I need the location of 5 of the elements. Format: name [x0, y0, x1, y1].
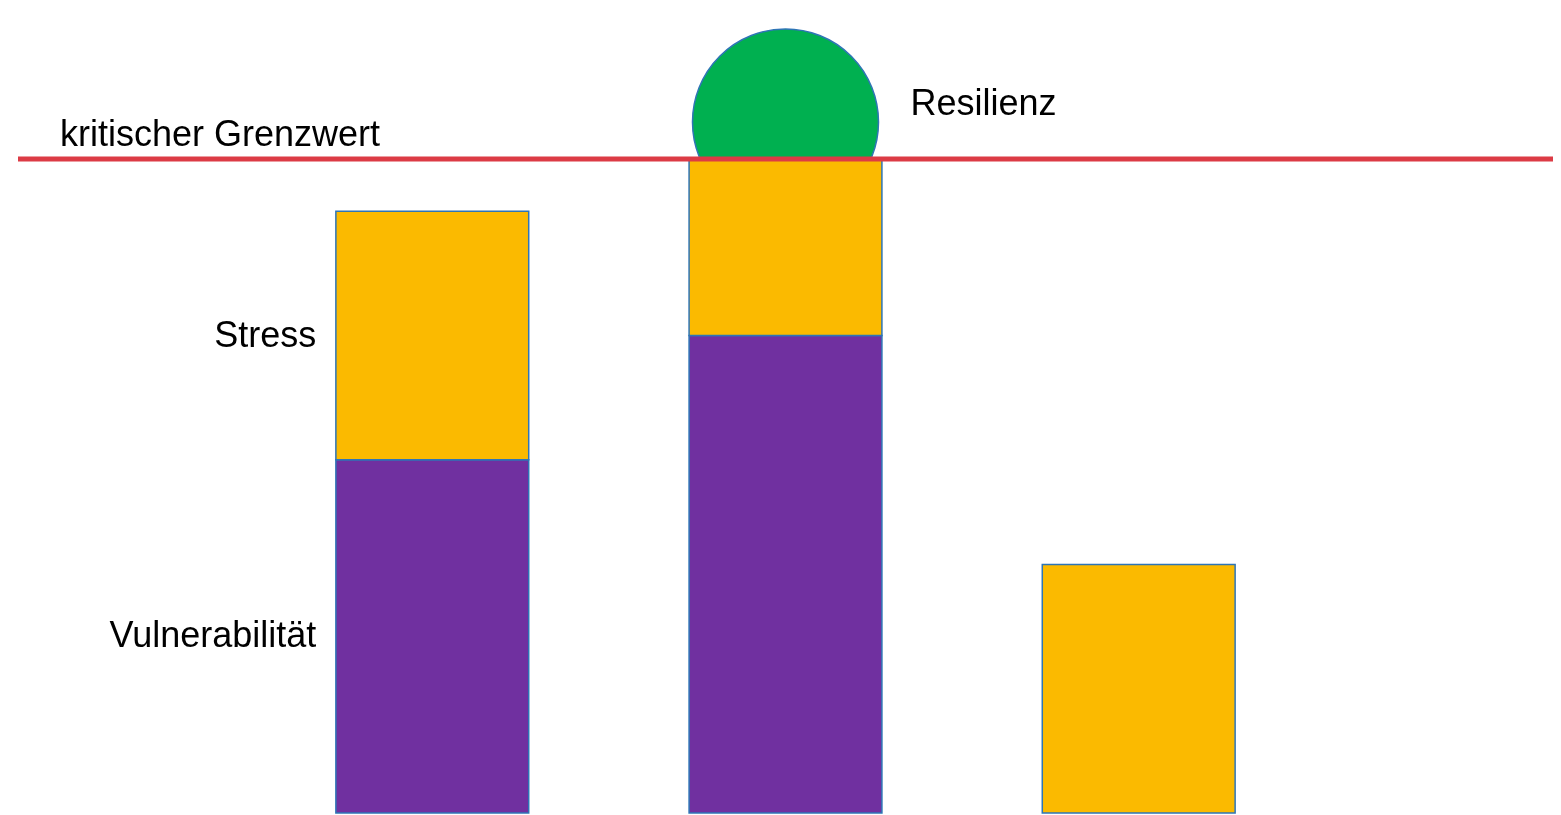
bar — [1041, 563, 1236, 814]
series-label: Vulnerabilität — [109, 614, 317, 656]
series-label: Stress — [214, 313, 317, 355]
ref-line-label: kritischer Grenzwert — [60, 112, 381, 154]
text: Resilienz — [910, 81, 1057, 123]
